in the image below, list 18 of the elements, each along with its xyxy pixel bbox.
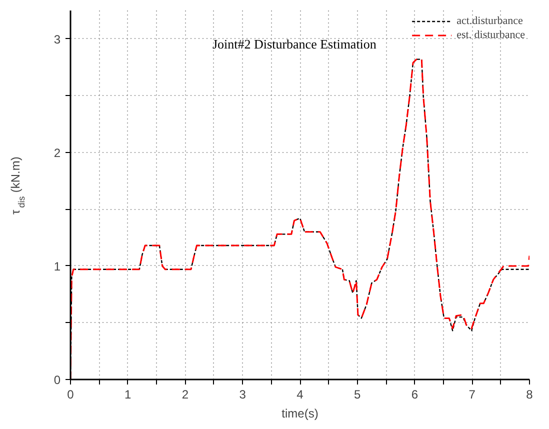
y-tick-label: 1 — [54, 259, 61, 274]
text: Joint#2 Disturbance Estimation — [212, 36, 377, 52]
y-tick-label: 0 — [54, 373, 61, 387]
y-axis-title: τdis(kN.m) — [8, 156, 26, 214]
x-axis-title: time(s) — [282, 406, 318, 420]
x-tick-label: 0 — [67, 388, 74, 402]
legend-label: act.disturbance — [456, 14, 523, 28]
y-tick-label: 2 — [54, 146, 61, 160]
x-tick-label: 5 — [354, 388, 362, 402]
x-tick-label: 8 — [526, 388, 534, 402]
x-tick-label: 3 — [239, 388, 246, 402]
y-tick-label: 3 — [54, 32, 61, 46]
legend-label: est. disturbance — [456, 28, 525, 42]
x-tick-label: 7 — [468, 388, 476, 402]
x-tick-label: 1 — [124, 388, 132, 402]
x-tick-label: 4 — [296, 388, 304, 402]
x-tick-label: 6 — [411, 388, 418, 402]
x-tick-label: 2 — [182, 388, 189, 402]
